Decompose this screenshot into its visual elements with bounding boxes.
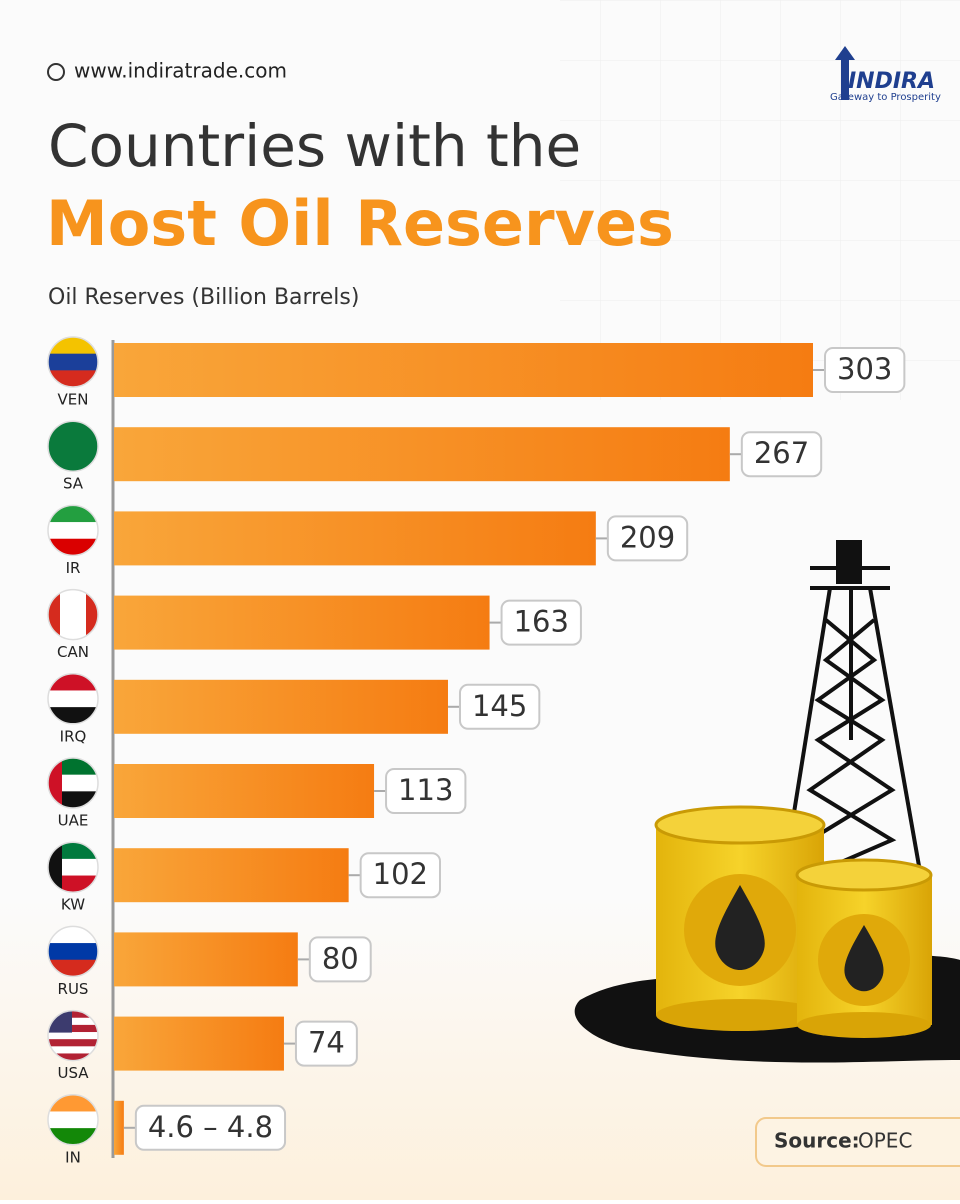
flag-rim [47,673,99,725]
bar [114,764,375,818]
flag-stripe [48,1017,98,1026]
category-label: VEN [58,391,89,409]
value-label-box [824,347,906,393]
value-label: 80 [322,941,359,975]
flag-stripe [48,1053,98,1061]
category-label: KW [61,896,85,914]
value-label: 303 [837,352,892,386]
flag-stripe [48,926,98,944]
category-label: CAN [57,643,89,661]
grid-pattern [560,0,960,400]
title-line: Countries with the [48,112,581,180]
flag-stripe [48,959,98,977]
category-label: UAE [58,812,89,830]
source-box: Source: OPEC [755,1117,960,1167]
value-label-box [308,936,372,983]
flag-rim [47,420,99,472]
flag-stripe [48,1024,98,1033]
globe-icon [47,63,65,81]
oil-rig-illustration [778,540,927,901]
value-label: 209 [620,520,675,554]
flag-stripe [48,673,98,691]
bar [114,932,298,987]
category-label: IN [65,1148,81,1166]
flag-stripe [48,1094,98,1112]
website: www.indiratrade.com [74,59,287,83]
flag-rim [47,588,99,641]
bar [114,343,813,397]
flag [48,1094,98,1145]
flag-stripe [48,538,98,556]
flag-stripe [48,1039,98,1047]
title-highlight: Most Oil Reserves [46,187,674,260]
bar [114,511,596,566]
value-label: 267 [754,436,809,470]
value-label-box [606,515,689,562]
flag-stripe [48,1128,98,1145]
barrels [654,805,933,1038]
subtitle: Oil Reserves (Billion Barrels) [48,285,359,310]
flag-rim [47,504,99,557]
value-label: 113 [398,773,453,807]
bar [114,1100,124,1155]
flag-stripe [48,943,98,961]
value-label-box [458,683,541,730]
value-label: 102 [373,857,428,891]
value-label: 145 [472,689,527,723]
flag-rim [47,757,99,809]
value-label: 74 [308,1026,345,1060]
flag-rim [47,925,99,978]
flag [48,337,98,387]
bar [114,1016,284,1071]
logo: INDIRA [848,69,935,94]
flag-rim [47,1009,99,1062]
category-label: IR [66,559,81,577]
logo-arrow [835,46,855,100]
category-label: SA [63,475,84,493]
value-label: 163 [514,605,569,639]
bar [114,679,448,734]
value-label-box [385,768,467,814]
flag-stripe [48,522,98,540]
flag-stripe [48,690,98,708]
flag-stripe [48,353,98,371]
value-label-box [359,852,442,899]
flag [48,673,98,724]
flag-stripe [48,1032,98,1040]
value-label: 4.6 – 4.8 [148,1110,273,1144]
source-value: OPEC [858,1129,912,1153]
flag-stripe [48,505,98,523]
flag-rim [47,1094,99,1146]
flag-rim [47,841,99,893]
flag [48,421,98,472]
value-label-box [740,431,823,478]
flag-stripe [48,421,98,472]
header: www.indiratrade.com INDIRA Gateway to Pr… [47,46,941,103]
value-label-box [134,1104,287,1151]
category-label: USA [57,1064,89,1082]
bar [114,427,730,482]
source-label: Source: [774,1129,860,1153]
category-label: RUS [58,980,89,998]
flag-stripe [60,589,86,640]
value-label-box [500,599,582,646]
flag-stripe [48,370,98,387]
category-label: IRQ [60,727,87,745]
flag-stripe [48,1010,98,1019]
tagline: Gateway to Prosperity [830,92,941,103]
flag [48,926,98,977]
flag-rim [47,336,99,388]
value-label-box [294,1020,358,1067]
flag-stripe [48,1111,98,1129]
flag-stripe [48,1046,98,1054]
flag-stripe [48,707,98,724]
flag-stripe [48,337,98,355]
bar [114,595,490,650]
bars: VEN 303 SA 267 IR 209 CAN 163 IRQ 145 UAE 113 KW 102 R… [47,336,906,1166]
flag [48,505,98,556]
bar [114,848,349,903]
